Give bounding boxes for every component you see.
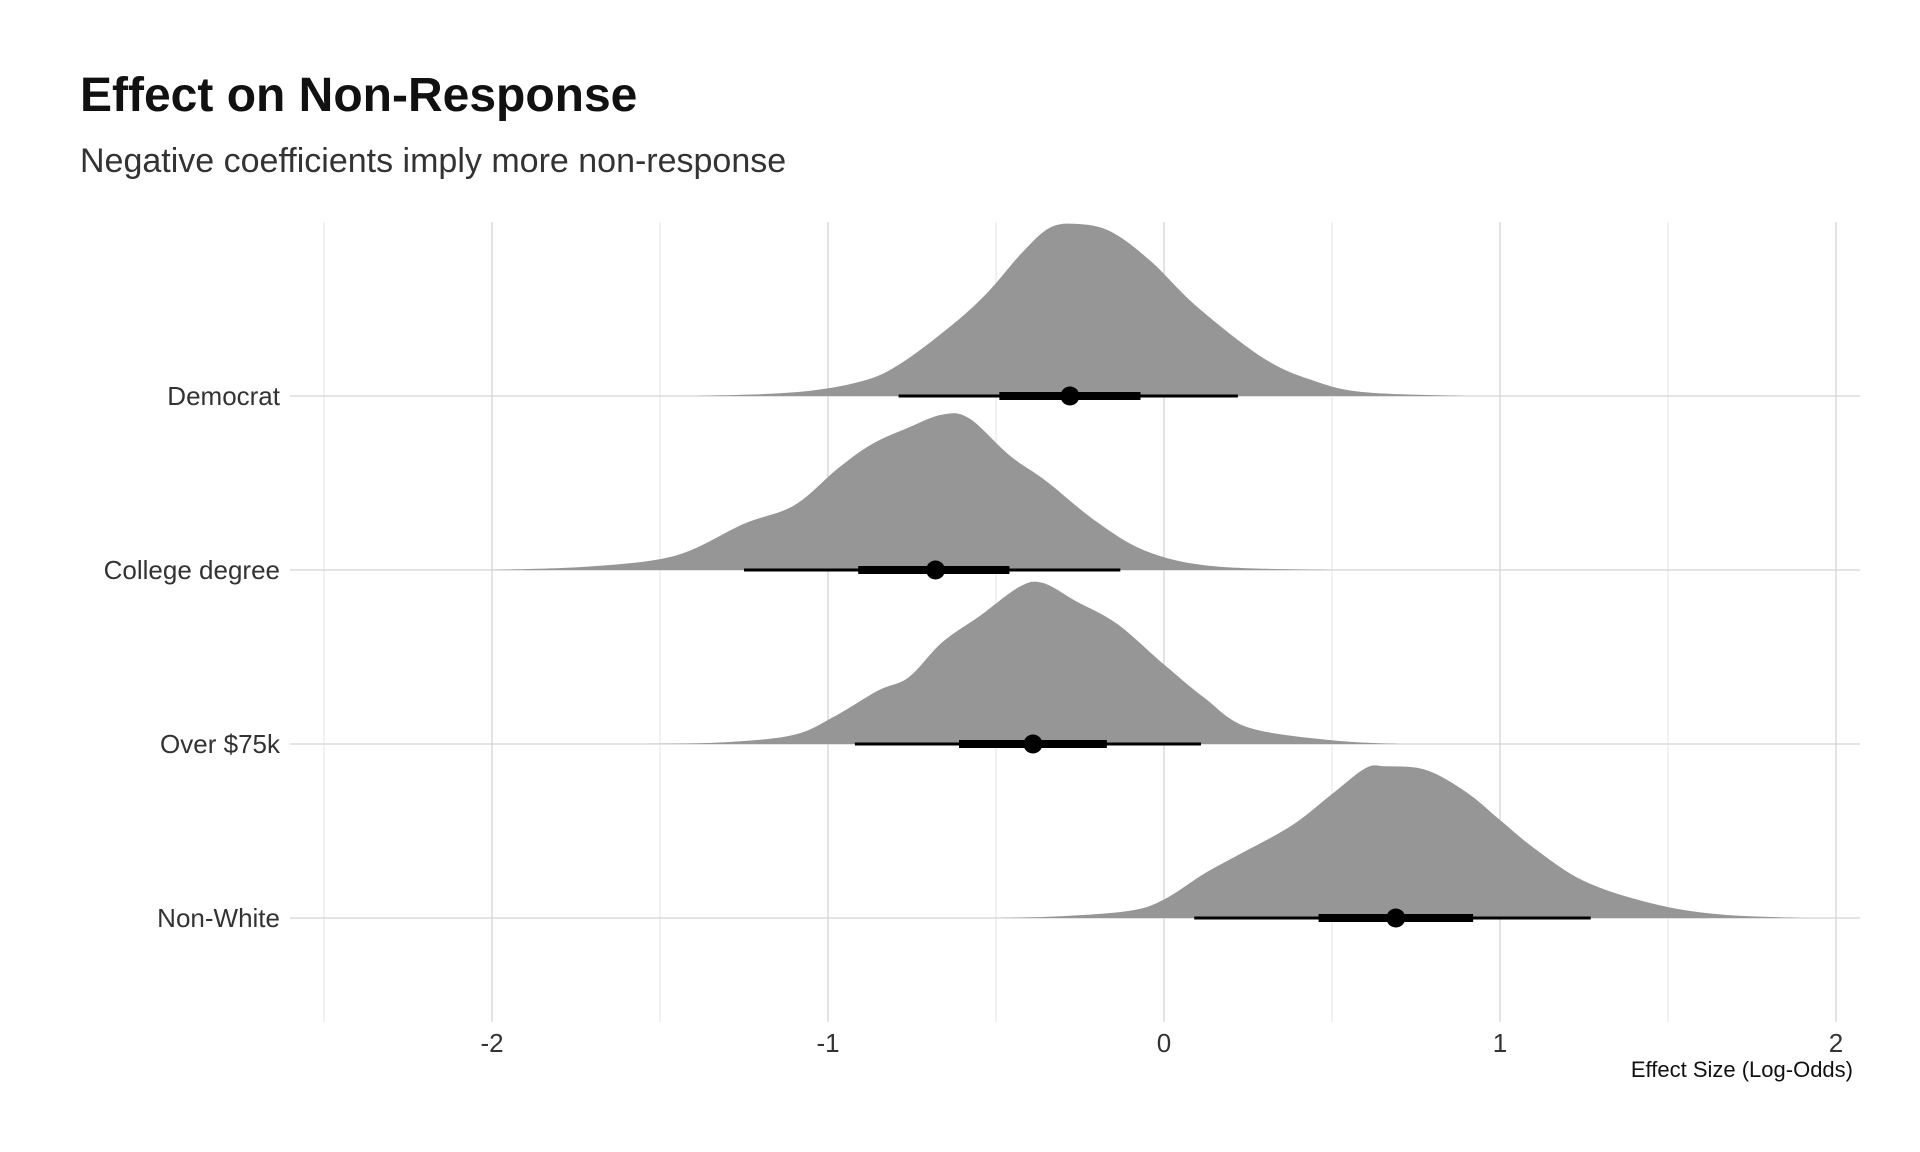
x-tick-label: -2 bbox=[480, 1028, 503, 1058]
chart-subtitle: Negative coefficients imply more non-res… bbox=[80, 142, 787, 180]
density-college-degree bbox=[492, 413, 1332, 570]
density-non-white bbox=[996, 765, 1803, 918]
density-over-75k bbox=[643, 581, 1400, 744]
label-layer: -2 -1 0 1 2 Democrat College degree Over $75k No… bbox=[104, 381, 1844, 1058]
y-category-label: Non-White bbox=[157, 903, 280, 933]
chart-title: Effect on Non-Response bbox=[80, 69, 638, 122]
y-category-label: Democrat bbox=[167, 381, 280, 411]
x-tick-label: 1 bbox=[1493, 1028, 1507, 1058]
density-democrat bbox=[693, 223, 1467, 396]
y-category-label: College degree bbox=[104, 555, 280, 585]
y-category-label: Over $75k bbox=[160, 729, 281, 759]
x-axis-label: Effect Size (Log-Odds) bbox=[1631, 1057, 1853, 1082]
x-tick-label: -1 bbox=[816, 1028, 839, 1058]
median-point bbox=[1386, 908, 1406, 928]
density-layer bbox=[492, 223, 1803, 918]
median-point bbox=[1060, 386, 1080, 406]
x-tick-label: 0 bbox=[1157, 1028, 1171, 1058]
median-point bbox=[1023, 734, 1043, 754]
median-point bbox=[926, 560, 946, 580]
interval-layer bbox=[744, 386, 1591, 928]
x-tick-label: 2 bbox=[1829, 1028, 1843, 1058]
